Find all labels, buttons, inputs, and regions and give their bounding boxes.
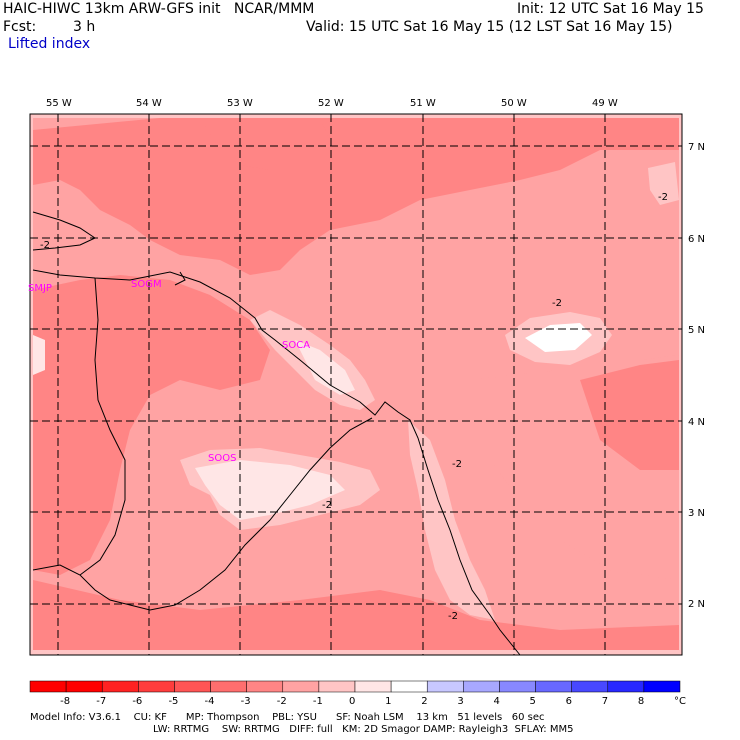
lon-label: 49 W (592, 98, 618, 109)
lon-label: 54 W (136, 98, 162, 109)
field-band-minus3 (33, 275, 270, 575)
lon-label: 52 W (318, 98, 344, 109)
color-bar-swatch (29, 680, 67, 693)
contour-label: -2 (448, 611, 458, 622)
color-bar-tick-label: -2 (276, 696, 287, 707)
color-bar-swatch (138, 680, 175, 693)
color-bar-unit: °C (674, 696, 686, 707)
color-bar-swatch (499, 680, 536, 693)
contour-label: -2 (452, 459, 462, 470)
lat-label: 5 N (688, 325, 706, 336)
color-bar-swatch (210, 680, 247, 693)
model-info-line1: Model Info: V3.6.1 CU: KF MP: Thompson P… (30, 712, 545, 723)
color-bar-swatch (318, 680, 356, 693)
station-label: SOGM (131, 279, 162, 290)
color-bar-tick-label: -7 (96, 696, 107, 707)
color-bar-tick-label: -1 (312, 696, 323, 707)
lat-label: 7 N (688, 142, 706, 153)
field-name: Lifted index (8, 36, 91, 52)
lat-lon-grid (30, 114, 682, 655)
lat-label: 3 N (688, 508, 706, 519)
lat-label: 2 N (688, 599, 706, 610)
color-bar-swatch (390, 680, 428, 693)
field-band-zero (525, 323, 592, 352)
forecast-label: Fcst: (3, 19, 37, 35)
color-bar-swatch (282, 680, 320, 693)
field-band-minus3 (200, 118, 330, 170)
field-band-minus3 (33, 118, 679, 275)
color-bar-tick-label: -3 (240, 696, 251, 707)
color-bar-tick-label: -5 (168, 696, 179, 707)
color-bar-swatch (643, 680, 681, 693)
color-bar-swatch (174, 680, 211, 693)
valid-time: Valid: 15 UTC Sat 16 May 15 (12 LST Sat … (306, 19, 673, 35)
map-frame (29, 113, 683, 656)
color-bar-tick-label: 2 (421, 696, 428, 707)
field-band-minus1 (408, 420, 495, 620)
color-bar-swatch (535, 680, 572, 693)
field-band-zero (295, 340, 355, 395)
plot-title: HAIC-HIWC 13km ARW-GFS init NCAR/MMM (3, 1, 315, 17)
init-time: Init: 12 UTC Sat 16 May 15 (517, 1, 704, 17)
lat-label: 4 N (688, 417, 706, 428)
lon-label: 50 W (501, 98, 527, 109)
color-bar-swatch (426, 680, 464, 693)
color-bar-tick-label: -8 (60, 696, 71, 707)
color-bar-swatch (246, 680, 284, 693)
lon-label: 51 W (410, 98, 436, 109)
contour-label: -2 (322, 500, 332, 511)
color-bar-tick-label: -6 (132, 696, 143, 707)
lat-label: 6 N (688, 234, 706, 245)
color-bar-swatch (571, 680, 609, 693)
color-bar-tick-label: 1 (385, 696, 392, 707)
color-bar-tick-label: 0 (349, 696, 356, 707)
color-bar-tick-label: 6 (565, 696, 573, 707)
color-bar-tick-label: 3 (457, 696, 464, 707)
color-bar-swatch (354, 680, 392, 693)
station-label: SOCA (282, 340, 311, 351)
contour-label: -2 (658, 192, 668, 203)
color-bar-tick-label: 4 (493, 696, 500, 707)
color-bar-swatch (607, 680, 645, 693)
field-band-zero (195, 460, 345, 520)
color-bar-tick-label: 8 (637, 696, 645, 707)
field-band-minus3 (33, 580, 679, 650)
color-bar-swatch (463, 680, 500, 693)
field-band-zero (33, 335, 45, 375)
color-bar-swatch (101, 680, 139, 693)
forecast-hour: 3 h (73, 19, 96, 35)
station-label: SOOS (208, 453, 237, 464)
contour-label: -2 (552, 298, 562, 309)
contour-label: -2 (40, 240, 50, 251)
station-label: SMJP (28, 283, 52, 294)
color-bar-tick-label: 7 (601, 696, 609, 707)
color-bar-swatch (65, 680, 103, 693)
field-band-minus1 (648, 162, 679, 205)
model-info-line2: LW: RRTMG SW: RRTMG DIFF: full KM: 2D Sm… (153, 724, 574, 735)
lon-label: 53 W (227, 98, 253, 109)
lon-label: 55 W (46, 98, 72, 109)
color-bar-tick-label: 5 (529, 696, 536, 707)
color-bar (29, 680, 681, 693)
color-bar-tick-label: -4 (204, 696, 215, 707)
